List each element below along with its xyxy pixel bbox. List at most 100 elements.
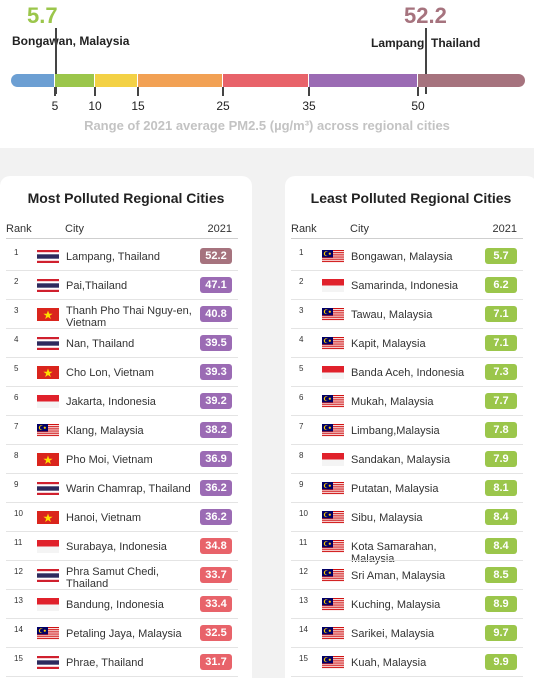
most-polluted-card: Most Polluted Regional Cities Rank City … xyxy=(0,176,252,678)
flag-my-icon xyxy=(322,627,344,640)
row-value-badge: 38.2 xyxy=(200,422,232,438)
table-row: 4 Nan, Thailand 39.5 xyxy=(0,329,252,358)
scale-tick xyxy=(417,87,419,96)
table-row: 9 Warin Chamrap, Thailand 36.2 xyxy=(0,474,252,503)
row-value-badge: 36.2 xyxy=(200,509,232,525)
header-divider xyxy=(6,238,238,239)
row-divider xyxy=(6,473,238,474)
scale-band xyxy=(309,74,418,87)
flag-vn-icon xyxy=(37,366,59,379)
flag-my-icon xyxy=(322,482,344,495)
row-rank: 3 xyxy=(14,306,19,315)
flag-vn-icon xyxy=(37,453,59,466)
row-city: Limbang,Malaysia xyxy=(351,425,440,437)
min-value: 5.7 xyxy=(27,3,58,28)
table-row: 2 Pai,Thailand 47.1 xyxy=(0,271,252,300)
flag-id-icon xyxy=(322,366,344,379)
row-rank: 10 xyxy=(14,509,23,518)
row-divider xyxy=(291,618,523,619)
flag-my-icon xyxy=(322,511,344,524)
flag-my-icon xyxy=(322,569,344,582)
table-row: 1 Bongawan, Malaysia 5.7 xyxy=(285,242,534,271)
row-rank: 11 xyxy=(299,538,308,547)
row-city: Jakarta, Indonesia xyxy=(66,396,156,408)
row-divider xyxy=(6,589,238,590)
flag-th-icon xyxy=(37,250,59,263)
row-city: Klang, Malaysia xyxy=(66,425,144,437)
row-divider xyxy=(6,444,238,445)
table-row: 15 Phrae, Thailand 31.7 xyxy=(0,648,252,677)
row-divider xyxy=(291,502,523,503)
flag-th-icon xyxy=(37,337,59,350)
table-row: 4 Kapit, Malaysia 7.1 xyxy=(285,329,534,358)
header-city: City xyxy=(350,223,369,235)
row-value-badge: 9.9 xyxy=(485,654,517,670)
row-rank: 7 xyxy=(299,422,304,431)
row-divider xyxy=(6,386,238,387)
row-rank: 5 xyxy=(299,364,304,373)
row-rank: 15 xyxy=(14,654,23,663)
flag-my-icon xyxy=(37,627,59,640)
flag-id-icon xyxy=(37,540,59,553)
row-city: Cho Lon, Vietnam xyxy=(66,367,154,379)
row-divider xyxy=(6,647,238,648)
row-city: Banda Aceh, Indonesia xyxy=(351,367,465,379)
row-city: Kapit, Malaysia xyxy=(351,338,426,350)
row-rank: 9 xyxy=(14,480,19,489)
flag-id-icon xyxy=(37,395,59,408)
row-rank: 8 xyxy=(14,451,19,460)
table-row: 2 Samarinda, Indonesia 6.2 xyxy=(285,271,534,300)
flag-my-icon xyxy=(322,337,344,350)
scale-tick xyxy=(222,87,224,96)
row-divider xyxy=(6,676,238,677)
row-divider xyxy=(6,618,238,619)
row-city: Petaling Jaya, Malaysia xyxy=(66,628,182,640)
row-divider xyxy=(6,328,238,329)
table-row: 7 Klang, Malaysia 38.2 xyxy=(0,416,252,445)
flag-id-icon xyxy=(37,598,59,611)
row-value-badge: 7.1 xyxy=(485,306,517,322)
row-divider xyxy=(291,531,523,532)
scale-tick-label: 10 xyxy=(88,99,102,113)
scale-tick-label: 25 xyxy=(216,99,230,113)
row-city: Surabaya, Indonesia xyxy=(66,541,167,553)
table-row: 15 Kuah, Malaysia 9.9 xyxy=(285,648,534,677)
row-value-badge: 39.3 xyxy=(200,364,232,380)
scale-band xyxy=(223,74,309,87)
scale-band xyxy=(95,74,138,87)
row-city: Sandakan, Malaysia xyxy=(351,454,451,466)
table-row: 7 Limbang,Malaysia 7.8 xyxy=(285,416,534,445)
row-city: Phra Samut Chedi, Thailand xyxy=(66,566,159,590)
color-scale-bar xyxy=(11,74,525,87)
row-city: Samarinda, Indonesia xyxy=(351,280,459,292)
table-row: 8 Pho Moi, Vietnam 36.9 xyxy=(0,445,252,474)
row-rank: 3 xyxy=(299,306,304,315)
flag-th-icon xyxy=(37,279,59,292)
row-city: Lampang, Thailand xyxy=(66,251,160,263)
table-row: 10 Hanoi, Vietnam 36.2 xyxy=(0,503,252,532)
row-divider xyxy=(291,299,523,300)
row-divider xyxy=(291,415,523,416)
row-rank: 5 xyxy=(14,364,19,373)
max-marker-line xyxy=(425,28,427,94)
row-divider xyxy=(6,415,238,416)
scale-band xyxy=(11,74,55,87)
scale-tick xyxy=(308,87,310,96)
table-row: 12 Phra Samut Chedi, Thailand 33.7 xyxy=(0,561,252,590)
row-value-badge: 8.4 xyxy=(485,538,517,554)
flag-vn-icon xyxy=(37,511,59,524)
header-city: City xyxy=(65,223,84,235)
table-row: 11 Kota Samarahan, Malaysia 8.4 xyxy=(285,532,534,565)
row-value-badge: 7.1 xyxy=(485,335,517,351)
scale-band xyxy=(418,74,525,87)
row-rank: 14 xyxy=(14,625,23,634)
row-rank: 1 xyxy=(14,248,19,257)
table-row: 6 Jakarta, Indonesia 39.2 xyxy=(0,387,252,416)
header-year: 2021 xyxy=(492,223,517,235)
row-value-badge: 8.9 xyxy=(485,596,517,612)
row-rank: 12 xyxy=(14,567,23,576)
flag-vn-icon xyxy=(37,308,59,321)
header-rank: Rank xyxy=(291,223,317,235)
row-city: Bongawan, Malaysia xyxy=(351,251,453,263)
table-row: 13 Bandung, Indonesia 33.4 xyxy=(0,590,252,619)
